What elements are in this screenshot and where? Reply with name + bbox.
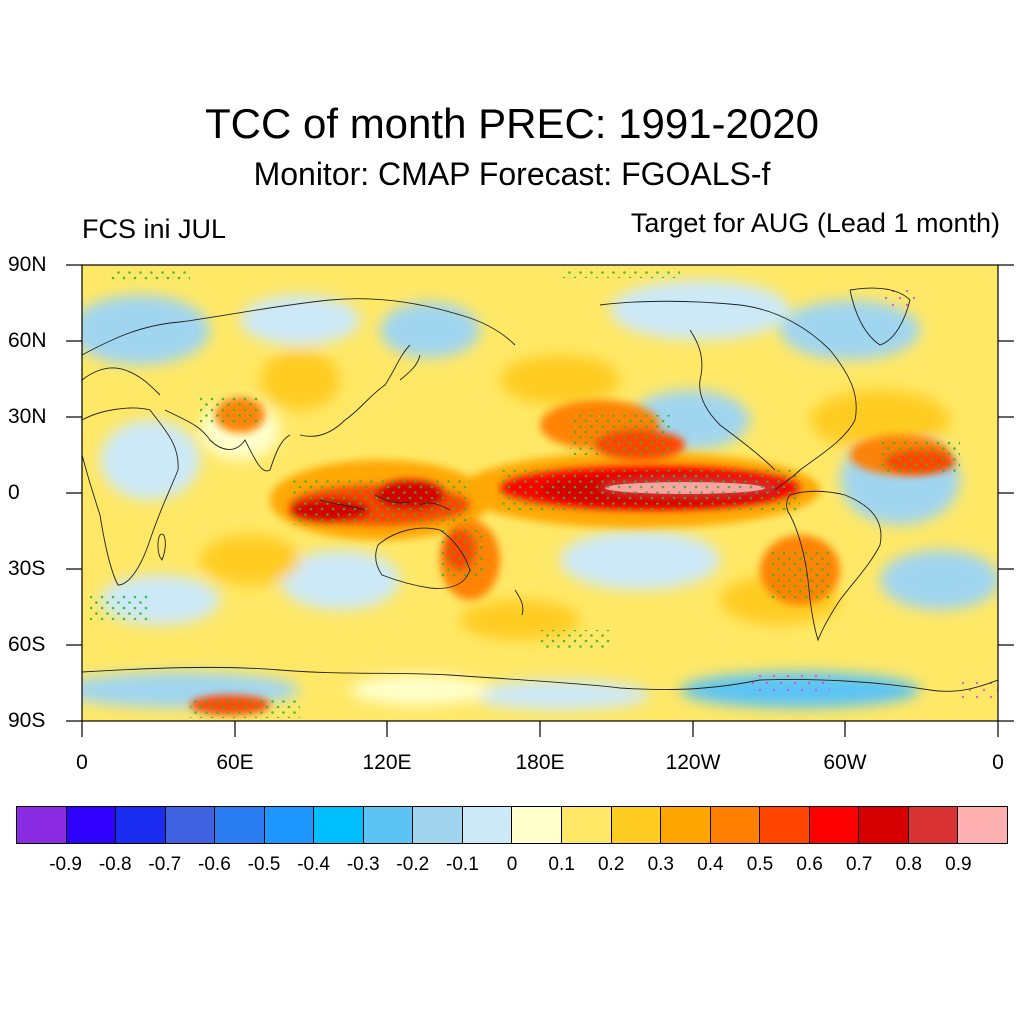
colorbar-box	[809, 807, 860, 843]
colorbar-box	[908, 807, 959, 843]
colorbar-label: -0.6	[198, 854, 231, 875]
colorbar-label: 0	[506, 854, 518, 875]
colorbar-label: 0.5	[746, 854, 774, 875]
colorbar-label: 0.9	[945, 854, 972, 875]
colorbar-box	[611, 807, 662, 843]
colorbar-label: 0.1	[548, 854, 575, 875]
colorbar-label: -0.4	[297, 854, 330, 875]
colorbar-box	[512, 807, 563, 843]
lon-label-0-east: 0	[992, 751, 1004, 774]
lat-label-30n: 30N	[8, 405, 47, 428]
lat-label-90s: 90S	[8, 709, 46, 732]
axis-ticks	[66, 264, 1014, 737]
lon-label-120e: 120E	[362, 751, 412, 774]
colorbar-box	[165, 807, 216, 843]
lon-label-180e: 180E	[515, 751, 565, 774]
colorbar-box	[66, 807, 117, 843]
lon-label-60w: 60W	[823, 751, 867, 774]
lat-label-0: 0	[8, 481, 20, 504]
colorbar-label: -0.5	[247, 854, 281, 875]
colorbar-box	[264, 807, 315, 843]
colorbar-label: -0.3	[346, 854, 380, 875]
colorbar-box	[116, 807, 166, 843]
colorbar-box	[314, 807, 364, 843]
coastlines	[82, 287, 998, 692]
lat-label-60s: 60S	[8, 633, 46, 656]
colorbar-box	[413, 807, 463, 843]
colorbar-label: -0.2	[396, 854, 430, 875]
colorbar-label: 0.6	[796, 854, 823, 875]
lat-label-60n: 60N	[8, 329, 47, 352]
colorbar	[16, 806, 1008, 844]
colorbar-label: -0.7	[148, 854, 182, 875]
colorbar-label: 0.4	[697, 854, 724, 875]
colorbar-box	[215, 807, 265, 843]
colorbar-label: 0.8	[895, 854, 922, 875]
colorbar-box	[958, 807, 1007, 843]
colorbar-box	[859, 807, 909, 843]
colorbar-label: -0.1	[446, 854, 479, 875]
colorbar-label: -0.9	[49, 854, 82, 875]
colorbar-box	[462, 807, 513, 843]
colorbar-box	[363, 807, 414, 843]
chart-title: TCC of month PREC: 1991-2020	[205, 100, 819, 147]
lon-label-0: 0	[76, 751, 88, 774]
colorbar-box	[760, 807, 810, 843]
init-label: FCS ini JUL	[82, 214, 227, 244]
colorbar-box	[661, 807, 711, 843]
lon-label-120w: 120W	[665, 751, 721, 774]
colorbar-box	[17, 807, 67, 843]
lat-label-90n: 90N	[8, 253, 47, 276]
tcc-map	[66, 264, 1014, 737]
lon-label-60e: 60E	[216, 751, 254, 774]
lat-label-30s: 30S	[8, 557, 46, 580]
colorbar-label: 0.2	[597, 854, 625, 875]
colorbar-label: 0.3	[647, 854, 674, 875]
tcc-field	[82, 265, 998, 721]
colorbar-box	[710, 807, 761, 843]
target-label: Target for AUG (Lead 1 month)	[630, 208, 1000, 238]
colorbar-box	[562, 807, 612, 843]
colorbar-label: 0.7	[845, 854, 873, 875]
chart-subtitle: Monitor: CMAP Forecast: FGOALS-f	[253, 156, 771, 192]
colorbar-label: -0.8	[98, 854, 132, 875]
